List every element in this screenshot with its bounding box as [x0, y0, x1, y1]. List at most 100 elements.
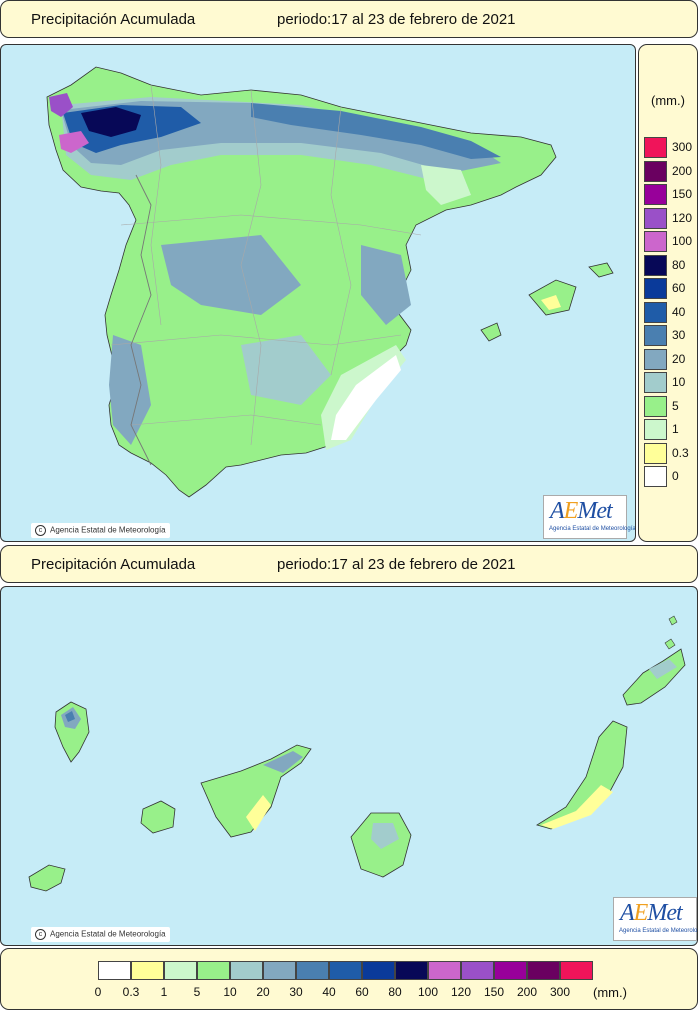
canarias-map: c Agencia Estatal de Meteorología AEMet A… [0, 586, 698, 946]
la-gomera [140, 800, 176, 834]
band-center-20 [161, 235, 301, 315]
band-center-10 [241, 335, 331, 405]
horizontal-legend-label: 150 [483, 985, 505, 999]
peninsula-map: c Agencia Estatal de Meteorología AEMet A… [0, 44, 636, 542]
horizontal-legend-swatch [560, 961, 593, 980]
gran-canaria-center [371, 823, 399, 849]
vertical-legend-swatch [644, 348, 667, 370]
vertical-legend-label: 1 [672, 422, 679, 436]
la-palma-core [65, 711, 75, 722]
copyright-text: Agencia Estatal de Meteorología [50, 525, 166, 535]
horizontal-legend: 0 0.3 1 5 10 20 30 40 60 80 100 120 150 200 300 (mm.) [0, 948, 698, 1010]
vertical-legend-swatch [644, 419, 667, 440]
vertical-legend-label: 120 [672, 210, 693, 225]
vertical-legend-label: 200 [672, 163, 693, 178]
vertical-legend-label: 40 [672, 304, 686, 319]
vertical-legend-swatch [644, 325, 667, 346]
vertical-legend-swatch [644, 254, 667, 276]
menorca [588, 262, 614, 278]
canarias-aemet-logo-text: AEMet [620, 900, 683, 926]
copyright-icon: c [35, 525, 46, 536]
horizontal-legend-label: 1 [160, 985, 168, 999]
horizontal-legend-label: 40 [322, 985, 336, 999]
band-100-150-b [59, 131, 89, 153]
peninsula-map-graphic [46, 66, 614, 498]
canarias-aemet-logo-subtitle: Agencia Estatal de Meteorología [619, 928, 698, 934]
horizontal-legend-label: 5 [193, 985, 201, 999]
canarias-map-graphic [28, 615, 686, 892]
canarias-aemet-logo: AEMet Agencia Estatal de Meteorología [613, 897, 697, 941]
vertical-legend: (mm.) 300 200 150 120 100 80 60 40 30 20 10 5 1 0.3 0 [638, 44, 698, 542]
el-hierro [28, 864, 66, 892]
horizontal-legend-swatch [527, 961, 560, 980]
vertical-legend-label: 0.3 [672, 445, 689, 460]
horizontal-legend-label: 200 [516, 985, 538, 999]
vertical-legend-swatch [644, 395, 667, 417]
band-east-20 [361, 245, 411, 325]
vertical-legend-label: 80 [672, 257, 686, 272]
canarias-copyright-notice: c Agencia Estatal de Meteorología [31, 927, 170, 942]
vertical-legend-swatch [644, 184, 667, 205]
vertical-legend-label: 300 [672, 140, 693, 154]
horizontal-legend-label: 10 [223, 985, 237, 999]
vertical-legend-swatch [644, 278, 667, 299]
lanzarote-wet [649, 659, 677, 679]
vertical-legend-swatch [644, 466, 667, 487]
horizontal-legend-swatch [263, 961, 296, 980]
band-southeast-0 [331, 355, 401, 440]
horizontal-legend-swatch [395, 961, 428, 980]
vertical-legend-label: 5 [672, 398, 679, 413]
band-60-100 [81, 107, 141, 137]
lanzarote [622, 648, 686, 706]
horizontal-legend-swatch [296, 961, 329, 980]
vertical-legend-swatch [644, 160, 667, 182]
mallorca-dry [541, 295, 561, 310]
horizontal-legend-label: 300 [549, 985, 571, 999]
tenerife-dry [246, 795, 271, 831]
horizontal-legend-swatch [329, 961, 362, 980]
horizontal-legend-swatch [362, 961, 395, 980]
vertical-legend-label: 100 [672, 234, 693, 248]
ibiza [480, 322, 502, 342]
vertical-legend-swatch [644, 301, 667, 323]
aemet-logo-subtitle: Agencia Estatal de Meteorología [549, 526, 636, 532]
horizontal-legend-label: 0 [94, 985, 102, 999]
horizontal-legend-swatch [197, 961, 230, 980]
horizontal-legend-swatch [428, 961, 461, 980]
map-title: Precipitación Acumulada [31, 11, 196, 28]
vertical-legend-swatch [644, 137, 667, 158]
copyright-notice: c Agencia Estatal de Meteorología [31, 523, 170, 538]
canarias-period-label: periodo:17 al 23 de febrero de 2021 [277, 556, 516, 573]
vertical-legend-label: 10 [672, 375, 686, 389]
horizontal-legend-swatch [230, 961, 263, 980]
period-label: periodo:17 al 23 de febrero de 2021 [277, 11, 516, 28]
aemet-logo-text: AEMet [550, 498, 613, 524]
band-northeast-1 [421, 165, 471, 205]
province-borders [110, 84, 422, 446]
canarias-map-title: Precipitación Acumulada [31, 556, 196, 573]
band-west-20 [109, 335, 151, 445]
vertical-legend-label: 60 [672, 281, 686, 295]
horizontal-legend-label: 120 [450, 985, 472, 999]
portugal-border [130, 174, 152, 466]
horizontal-legend-label: 80 [388, 985, 402, 999]
horizontal-legend-label: 20 [256, 985, 270, 999]
vertical-legend-label: 30 [672, 328, 686, 342]
horizontal-legend-swatch [164, 961, 197, 980]
la-graciosa [664, 638, 676, 650]
fuerteventura-dry [541, 785, 613, 829]
top-title-bar: Precipitación Acumulada periodo:17 al 23… [0, 0, 698, 38]
horizontal-legend-swatch [461, 961, 494, 980]
vertical-legend-label: 0 [672, 469, 679, 483]
vertical-legend-swatch [644, 207, 667, 229]
horizontal-legend-swatch [494, 961, 527, 980]
aemet-logo: AEMet Agencia Estatal de Meteorología [543, 495, 635, 539]
vertical-legend-label: 20 [672, 351, 686, 366]
horizontal-legend-swatch [131, 961, 164, 980]
horizontal-legend-label: 60 [355, 985, 369, 999]
horizontal-legend-label: 100 [417, 985, 439, 999]
legend-unit: (mm.) [651, 93, 685, 108]
horizontal-legend-label: 0.3 [122, 985, 140, 999]
vertical-legend-swatch [644, 231, 667, 252]
alegranza [668, 615, 678, 626]
